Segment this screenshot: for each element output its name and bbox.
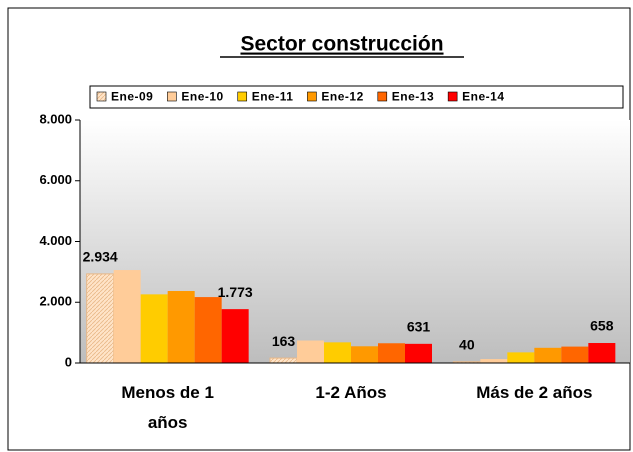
data-label: 163 — [272, 333, 296, 349]
chart-title: Sector construcción — [240, 33, 443, 56]
bar — [269, 357, 298, 364]
bar — [588, 343, 616, 363]
bar — [140, 294, 168, 363]
bar — [167, 291, 195, 363]
x-tick-label: Menos de 1 años — [121, 383, 214, 432]
legend-swatch — [447, 91, 458, 102]
legend-label: Ene-10 — [181, 90, 223, 104]
y-tick-label: 2.000 — [39, 294, 72, 309]
x-tick-label: 1-2 Años — [315, 383, 387, 402]
legend-swatch — [377, 91, 388, 102]
legend-label: Ene-12 — [321, 90, 363, 104]
legend-label: Ene-09 — [111, 90, 153, 104]
data-label: 658 — [590, 318, 614, 334]
legend-swatch — [167, 91, 177, 102]
data-label: 40 — [459, 336, 475, 352]
bar — [405, 343, 432, 363]
bar — [561, 346, 589, 363]
bar — [113, 270, 141, 363]
bar — [378, 343, 405, 363]
bar — [194, 297, 222, 363]
data-label: 2.934 — [83, 249, 118, 265]
legend-label: Ene-13 — [392, 90, 434, 104]
legend-swatch — [96, 91, 107, 102]
x-tick-label: Más de 2 años — [476, 383, 593, 402]
bar — [507, 352, 535, 363]
legend-swatch — [237, 91, 248, 102]
bar — [221, 309, 249, 363]
y-tick-label: 8.000 — [39, 111, 72, 126]
bar — [534, 347, 562, 363]
legend-label: Ene-14 — [462, 90, 504, 104]
y-tick-label: 6.000 — [39, 172, 72, 187]
legend-swatch — [307, 91, 317, 102]
bar — [297, 340, 324, 363]
bar — [351, 346, 378, 363]
data-label: 1.773 — [218, 284, 253, 300]
legend-box — [89, 85, 624, 109]
y-tick-label: 0 — [65, 354, 72, 369]
data-label: 631 — [407, 319, 431, 335]
bar — [324, 342, 351, 363]
bar — [480, 359, 508, 363]
bar — [86, 273, 115, 364]
legend-label: Ene-11 — [252, 90, 294, 104]
y-tick-label: 4.000 — [39, 233, 72, 248]
